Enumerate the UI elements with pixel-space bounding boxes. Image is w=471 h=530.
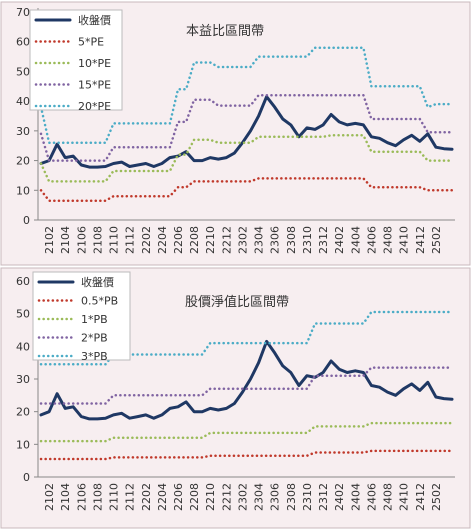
- x-tick-label: 2308: [285, 226, 298, 254]
- x-tick-label: 2310: [301, 483, 314, 511]
- chart-title: 股價淨值比區間帶: [185, 294, 289, 310]
- x-tick-label: 2208: [188, 226, 201, 254]
- series-line: [39, 177, 454, 202]
- y-tick-label: 10: [16, 438, 30, 451]
- x-tick-label: 2106: [75, 226, 88, 254]
- x-tick-label: 2408: [382, 483, 395, 511]
- legend-box: [32, 271, 131, 361]
- legend-label: 20*PE: [78, 100, 111, 113]
- legend-label: 3*PB: [81, 350, 108, 363]
- y-tick-label: 20: [16, 155, 30, 168]
- legend-label: 2*PB: [81, 332, 108, 345]
- x-tick-label: 2410: [398, 483, 411, 511]
- y-tick-label: 40: [16, 95, 30, 108]
- series-line: [39, 366, 454, 405]
- x-tick-label: 2104: [59, 226, 72, 254]
- x-tick-label: 2212: [220, 226, 233, 254]
- y-tick-label: 50: [16, 65, 30, 78]
- x-tick-label: 2406: [365, 483, 378, 511]
- x-tick-label: 2310: [301, 226, 314, 254]
- x-tick-label: 2308: [285, 483, 298, 511]
- series-line: [39, 310, 454, 366]
- y-tick-label: 0: [23, 214, 30, 227]
- x-tick-label: 2112: [124, 483, 137, 511]
- x-tick-label: 2402: [333, 226, 346, 254]
- series-line: [39, 95, 454, 169]
- x-tick-label: 2306: [269, 483, 282, 511]
- x-tick-label: 2408: [382, 226, 395, 254]
- x-tick-label: 2106: [75, 483, 88, 511]
- x-tick-label: 2406: [365, 226, 378, 254]
- series-line: [39, 449, 454, 461]
- series-line: [39, 46, 454, 144]
- x-tick-label: 2110: [108, 226, 121, 254]
- x-tick-label: 2210: [204, 226, 217, 254]
- x-tick-label: 2304: [253, 483, 266, 511]
- legend-label: 15*PE: [78, 79, 111, 92]
- x-tick-label: 2312: [317, 483, 330, 511]
- x-tick-label: 2202: [140, 483, 153, 511]
- x-tick-label: 2410: [398, 226, 411, 254]
- x-tick-label: 2102: [43, 226, 56, 254]
- legend-label: 0.5*PB: [81, 295, 118, 308]
- x-tick-label: 2110: [108, 483, 121, 511]
- y-tick-label: 10: [16, 184, 30, 197]
- legend-label: 5*PE: [78, 36, 104, 49]
- series-line: [39, 339, 454, 421]
- y-tick-label: 40: [16, 340, 30, 353]
- x-tick-label: 2502: [430, 226, 443, 254]
- legend-label: 10*PE: [78, 57, 111, 70]
- x-tick-label: 2210: [204, 483, 217, 511]
- x-tick-label: 2112: [124, 226, 137, 254]
- y-tick-label: 20: [16, 406, 30, 419]
- x-tick-label: 2302: [236, 226, 249, 254]
- y-tick-label: 60: [16, 275, 30, 288]
- x-tick-label: 2206: [172, 483, 185, 511]
- x-tick-label: 2312: [317, 226, 330, 254]
- chart-title: 本益比區間帶: [186, 24, 264, 39]
- x-tick-label: 2502: [430, 483, 443, 511]
- y-tick-label: 30: [16, 373, 30, 386]
- y-tick-label: 30: [16, 125, 30, 138]
- x-tick-label: 2212: [220, 483, 233, 511]
- x-tick-label: 2404: [349, 226, 362, 254]
- x-tick-label: 2204: [156, 226, 169, 254]
- x-tick-label: 2306: [269, 226, 282, 254]
- x-tick-label: 2402: [333, 483, 346, 511]
- x-tick-label: 2204: [156, 483, 169, 511]
- series-line: [39, 134, 454, 183]
- y-tick-label: 70: [16, 6, 30, 19]
- y-tick-label: 50: [16, 308, 30, 321]
- legend-label: 收盤價: [78, 13, 111, 27]
- series-line: [39, 93, 454, 162]
- x-tick-label: 2208: [188, 483, 201, 511]
- x-tick-label: 2206: [172, 226, 185, 254]
- x-tick-label: 2302: [236, 483, 249, 511]
- x-tick-label: 2404: [349, 483, 362, 511]
- y-tick-label: 0: [23, 471, 30, 484]
- legend-label: 收盤價: [81, 275, 114, 289]
- series-line: [39, 421, 454, 443]
- x-tick-label: 2108: [91, 483, 104, 511]
- x-tick-label: 2104: [59, 483, 72, 511]
- x-tick-label: 2108: [91, 226, 104, 254]
- legend-label: 1*PB: [81, 313, 108, 326]
- x-tick-label: 2412: [414, 226, 427, 254]
- x-tick-label: 2102: [43, 483, 56, 511]
- x-tick-label: 2202: [140, 226, 153, 254]
- legend-box: [29, 9, 123, 111]
- x-tick-label: 2304: [253, 226, 266, 254]
- x-tick-label: 2412: [414, 483, 427, 511]
- y-tick-label: 60: [16, 36, 30, 49]
